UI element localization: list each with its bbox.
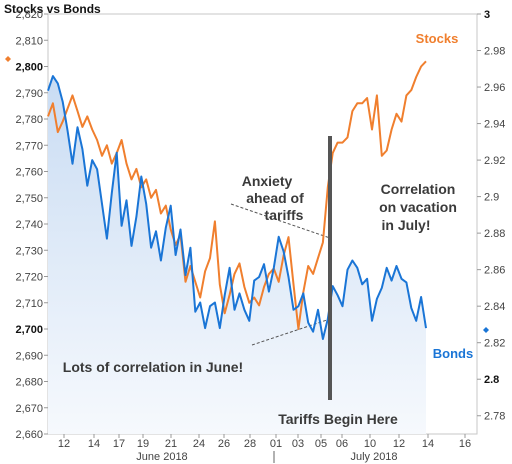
x-tick-label: 12: [393, 438, 405, 450]
x-tick-label: 05: [315, 438, 327, 450]
annotation-july-line-3: in July!: [381, 217, 430, 233]
anxiety-trend-line-upper: [230, 203, 331, 239]
x-tick-label: 10: [364, 438, 376, 450]
x-tick-label: 17: [113, 438, 125, 450]
annotation-correlation-june: Lots of correlation in June!: [63, 359, 243, 375]
annotation-tariffs-begin: Tariffs Begin Here: [278, 411, 398, 427]
y-left-tick-label: 2,740: [15, 219, 43, 231]
chart-title: Stocks vs Bonds: [4, 2, 101, 16]
y-left-tick-label: 2,750: [15, 193, 43, 205]
x-tick-label: 24: [193, 438, 205, 450]
bonds-series-line: [47, 75, 427, 340]
y-left-tick-label: 2,720: [15, 272, 43, 284]
y-left-tick-label: 2,790: [15, 88, 43, 100]
anxiety-trend-line-lower: [251, 318, 331, 346]
y-right-tick-label: 3: [484, 9, 490, 21]
y-left-tick-label: 2,780: [15, 114, 43, 126]
annotation-anxiety-line-1: Anxiety: [242, 173, 293, 189]
x-tick-label: 06: [336, 438, 348, 450]
y-right-tick-label: 2.86: [484, 265, 505, 277]
month-label-june: June 2018: [136, 451, 187, 463]
x-tick-label: 01: [270, 438, 282, 450]
stocks-series-line: [47, 60, 427, 330]
x-tick-label: 03: [292, 438, 304, 450]
x-tick-label: 14: [422, 438, 434, 450]
y-right-tick-label: 2.82: [484, 338, 505, 350]
annotation-anxiety: Anxiety ahead of tariffs: [242, 173, 304, 223]
y-right-tick-label: 2.96: [484, 82, 505, 94]
y-right-tick-label: 2.98: [484, 46, 505, 58]
annotation-anxiety-line-3: tariffs: [265, 207, 304, 223]
y-left-tick-label: 2,710: [15, 298, 43, 310]
y-left-tick-label: 2,730: [15, 245, 43, 257]
y-left-tick-label: 2,770: [15, 140, 43, 152]
stocks-last-value-marker: [5, 56, 11, 62]
x-tick-label: 16: [459, 438, 471, 450]
y-left-tick-label: 2,660: [15, 429, 43, 441]
y-left-tick-label: 2,810: [15, 35, 43, 47]
y-left-tick-label: 2,820: [15, 9, 43, 21]
y-left-tick-label: 2,760: [15, 167, 43, 179]
x-tick-label: 26: [218, 438, 230, 450]
y-right-tick-label: 2.9: [484, 192, 499, 204]
y-left-tick-label: 2,800: [15, 62, 43, 74]
y-left-tick-label: 2,690: [15, 350, 43, 362]
y-left-tick-label: 2,670: [15, 403, 43, 415]
y-right-tick-label: 2.88: [484, 228, 505, 240]
y-left-tick-label: 2,700: [15, 324, 43, 336]
x-tick-label: 19: [137, 438, 149, 450]
x-tick-label: 12: [58, 438, 70, 450]
x-tick-label: 28: [244, 438, 256, 450]
y-left-tick-label: 2,680: [15, 377, 43, 389]
y-right-tick-label: 2.78: [484, 411, 505, 423]
annotation-correlation-july: Correlation on vacation in July!: [379, 181, 457, 233]
y-right-tick-label: 2.84: [484, 301, 505, 313]
y-right-tick-label: 2.94: [484, 119, 505, 131]
annotation-july-line-2: on vacation: [379, 199, 457, 215]
bonds-last-value-marker: [483, 327, 489, 333]
month-label-july: July 2018: [350, 451, 397, 463]
y-right-tick-label: 2.92: [484, 155, 505, 167]
y-right-tick-label: 2.8: [484, 374, 499, 386]
legend-label-bonds: Bonds: [433, 346, 473, 361]
annotation-anxiety-line-2: ahead of: [246, 190, 304, 206]
x-tick-label: 21: [165, 438, 177, 450]
legend-label-stocks: Stocks: [416, 31, 459, 46]
x-tick-label: 14: [88, 438, 100, 450]
annotation-july-line-1: Correlation: [381, 181, 456, 197]
